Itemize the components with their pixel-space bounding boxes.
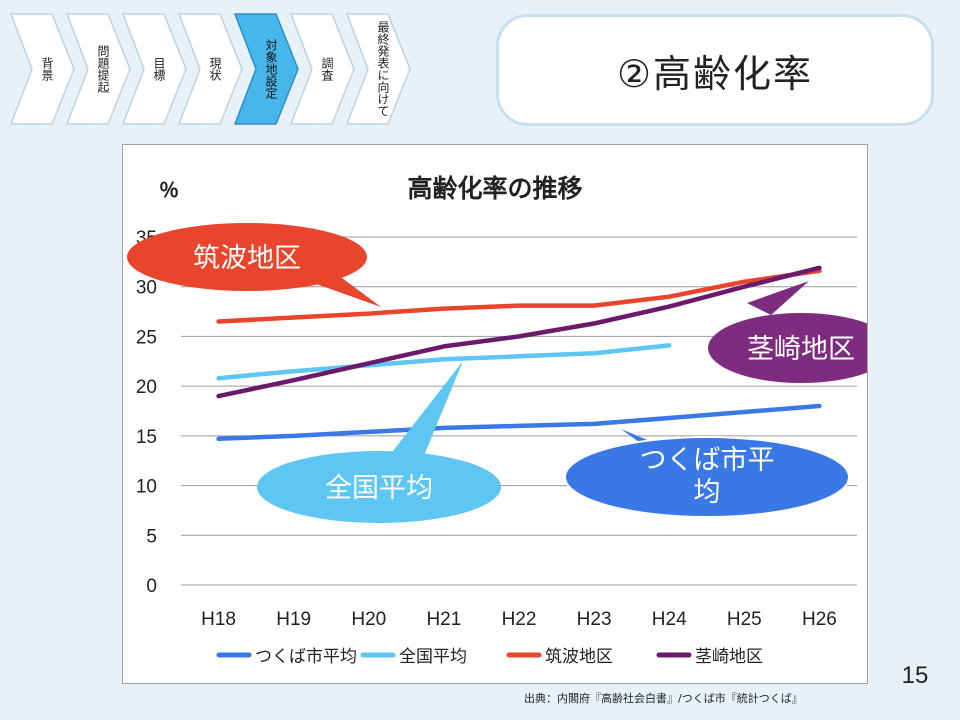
callout-tsukuba-district: 筑波地区 <box>127 223 381 307</box>
series-line-4 <box>216 265 822 399</box>
nav-step-6[interactable]: 調査 <box>290 13 355 125</box>
callout-pointer <box>379 361 463 469</box>
nav-step-5[interactable]: 対象地設定 <box>234 13 299 125</box>
nav-step-1[interactable]: 背景 <box>10 13 75 125</box>
callout-label: 全国平均 <box>325 473 433 504</box>
nav-step-4[interactable]: 現状 <box>178 13 243 125</box>
series-line-2 <box>216 343 672 381</box>
y-tick-label: 10 <box>136 477 157 498</box>
nav-step-label: 背景 <box>40 57 54 81</box>
chart-panel: 高齢化率の推移％05101520253035H18H19H20H21H22H23… <box>122 144 894 684</box>
callout-bubble <box>564 436 850 518</box>
callout-tsukuba-city-average: つくば市平均 <box>564 429 850 518</box>
callout-bubble <box>127 223 367 291</box>
x-tick-label: H26 <box>802 609 837 630</box>
series-line-1 <box>216 403 822 442</box>
nav-step-label: 調査 <box>320 57 334 81</box>
y-tick-label: 0 <box>146 576 157 597</box>
callout-label: 茎崎地区 <box>747 334 855 365</box>
callout-bubble <box>257 451 501 523</box>
callout-label: 筑波地区 <box>193 243 301 274</box>
legend-label: つくば市平均 <box>255 647 357 667</box>
y-tick-label: 5 <box>146 526 157 547</box>
nav-step-label: 目標 <box>152 57 166 81</box>
nav-step-label: 問題提起 <box>96 45 110 93</box>
legend-label: 筑波地区 <box>545 647 613 667</box>
legend-item: 筑波地区 <box>506 647 613 667</box>
slide-title: ②高齢化率 <box>496 14 934 126</box>
nav-step-label: 最終発表に向けて <box>376 21 390 117</box>
callout-kukizaki-district: 茎崎地区 <box>708 281 894 383</box>
x-tick-label: H18 <box>201 609 236 630</box>
x-tick-label: H21 <box>426 609 461 630</box>
nav-step-7[interactable]: 最終発表に向けて <box>346 13 411 125</box>
series-line-3 <box>216 268 822 324</box>
chart-title: 高齢化率の推移 <box>407 174 582 203</box>
x-tick-label: H19 <box>276 609 311 630</box>
legend-label: 全国平均 <box>399 647 467 667</box>
y-tick-label: 30 <box>136 278 157 299</box>
x-tick-label: H24 <box>652 609 687 630</box>
callout-national-average: 全国平均 <box>257 361 501 523</box>
page-number: 15 <box>901 662 929 689</box>
legend-label: 茎崎地区 <box>695 647 763 667</box>
y-tick-label: 20 <box>136 377 157 398</box>
y-tick-label: 25 <box>136 327 157 348</box>
nav-step-2[interactable]: 問題提起 <box>66 13 131 125</box>
callout-pointer <box>747 281 809 315</box>
nav-step-label: 現状 <box>208 57 222 81</box>
legend-item: 茎崎地区 <box>656 647 763 667</box>
x-tick-label: H20 <box>351 609 386 630</box>
x-tick-label: H23 <box>577 609 612 630</box>
callout-label: つくば市平均 <box>640 445 775 508</box>
line-chart: 高齢化率の推移％05101520253035H18H19H20H21H22H23… <box>127 174 894 667</box>
nav-step-label: 対象地設定 <box>264 39 278 99</box>
y-axis-unit-label: ％ <box>159 178 179 202</box>
source-citation: 出典：内閣府『高齢社会白書』/つくば市『統計つくば』 <box>524 692 803 705</box>
legend-item: つくば市平均 <box>216 647 357 667</box>
x-tick-label: H25 <box>727 609 762 630</box>
legend-item: 全国平均 <box>360 647 467 667</box>
x-tick-label: H22 <box>502 609 537 630</box>
callout-bubble <box>708 313 894 383</box>
nav-step-3[interactable]: 目標 <box>122 13 187 125</box>
y-tick-label: 15 <box>136 427 157 448</box>
